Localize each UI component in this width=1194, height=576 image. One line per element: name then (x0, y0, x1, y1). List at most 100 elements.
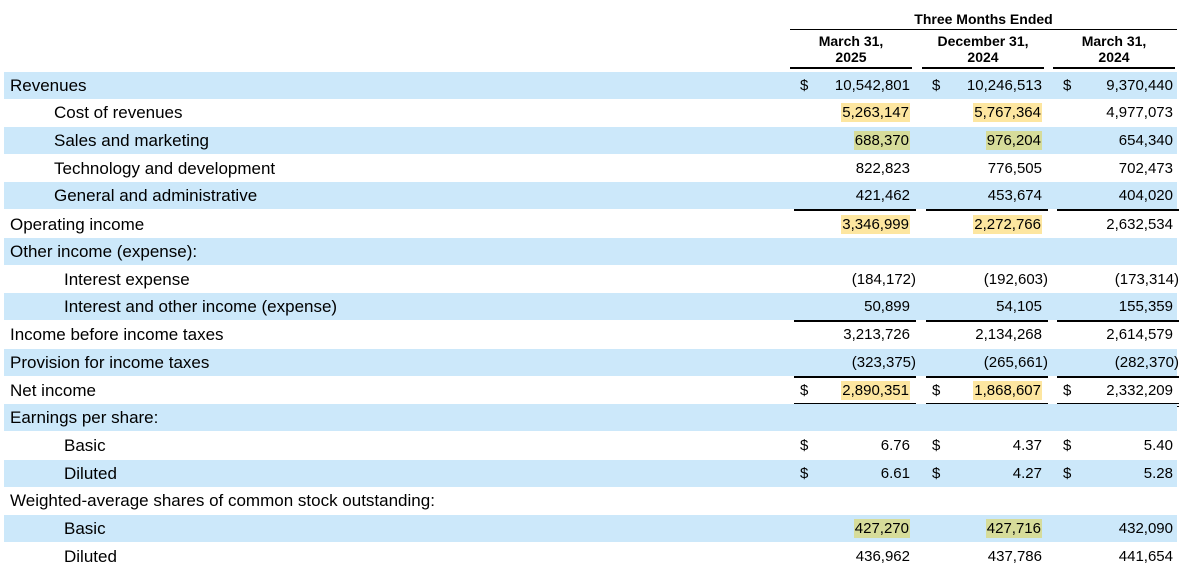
row-label: General and administrative (54, 186, 258, 205)
subtotal-rule (926, 209, 1048, 211)
value-mar-2024: 2,632,534 (1106, 216, 1173, 233)
row-label: Income before income taxes (10, 325, 224, 344)
subtotal-rule (1057, 376, 1179, 378)
currency-symbol: $ (800, 382, 809, 399)
value-dec-2024: 5,767,364 (973, 103, 1042, 122)
row-interest-expense: Interest expense (184,172) (192,603) (17… (4, 266, 1179, 293)
currency-symbol: $ (800, 465, 809, 482)
value-dec-2024: 1,868,607 (973, 381, 1042, 400)
column-header-line2: 2024 (1098, 49, 1130, 65)
row-label: Basic (64, 519, 106, 538)
column-header-line1: March 31, (818, 33, 884, 49)
row-cost-of-revenues: Cost of revenues 5,263,147 5,767,364 4,9… (4, 99, 1177, 126)
value-dec-2024: (192,603) (983, 271, 1048, 288)
value-dec-2024: 453,674 (987, 187, 1042, 204)
value-dec-2024: 776,505 (987, 160, 1042, 177)
value-mar-2024: 702,473 (1118, 160, 1173, 177)
currency-symbol: $ (932, 437, 941, 454)
column-header-line2: 2025 (835, 49, 867, 65)
value-dec-2024: 427,716 (985, 519, 1042, 538)
currency-symbol: $ (1063, 382, 1072, 399)
value-mar-2025: 6.76 (880, 437, 910, 454)
value-mar-2025: 5,263,147 (841, 103, 910, 122)
column-header-mar-2025: March 31, 2025 (790, 33, 912, 69)
row-technology-and-development: Technology and development 822,823 776,5… (4, 155, 1177, 182)
value-mar-2024: 4,977,073 (1106, 104, 1173, 121)
row-interest-and-other-income: Interest and other income (expense) 50,8… (4, 293, 1177, 320)
value-mar-2024: 441,654 (1118, 548, 1173, 565)
subtotal-rule (926, 320, 1048, 322)
value-mar-2025: 50,899 (864, 298, 910, 315)
value-mar-2025: 6.61 (880, 465, 910, 482)
column-header-dec-2024: December 31, 2024 (922, 33, 1044, 69)
value-dec-2024: 10,246,513 (966, 77, 1042, 94)
currency-symbol: $ (932, 382, 941, 399)
value-mar-2025: 3,213,726 (843, 326, 910, 343)
row-eps-diluted: Diluted $6.61 $4.27 $5.28 (4, 460, 1177, 487)
value-mar-2025: 421,462 (855, 187, 910, 204)
value-mar-2025: 688,370 (853, 131, 910, 150)
row-label: Diluted (64, 464, 117, 483)
value-mar-2025: 822,823 (855, 160, 910, 177)
value-mar-2025: 10,542,801 (834, 77, 910, 94)
row-label: Interest expense (64, 270, 190, 289)
currency-symbol: $ (800, 77, 809, 94)
value-dec-2024: 976,204 (985, 131, 1042, 150)
value-mar-2024: 9,370,440 (1106, 77, 1173, 94)
subtotal-rule (1057, 320, 1179, 322)
subtotal-rule (794, 209, 916, 211)
value-dec-2024: 2,272,766 (973, 215, 1042, 234)
row-label: Interest and other income (expense) (64, 297, 338, 316)
value-mar-2025: (323,375) (851, 354, 916, 371)
row-income-before-taxes: Income before income taxes 3,213,726 2,1… (4, 321, 1177, 348)
value-mar-2024: 155,359 (1118, 298, 1173, 315)
row-other-income-header: Other income (expense): (4, 238, 1177, 265)
value-mar-2025: (184,172) (851, 271, 916, 288)
value-mar-2024: (173,314) (1114, 271, 1179, 288)
currency-symbol: $ (1063, 437, 1072, 454)
column-header-mar-2024: March 31, 2024 (1053, 33, 1175, 69)
row-label: Earnings per share: (10, 408, 159, 427)
value-mar-2025: 436,962 (855, 548, 910, 565)
row-general-and-administrative: General and administrative 421,462 453,6… (4, 182, 1177, 209)
row-label: Other income (expense): (10, 242, 198, 261)
currency-symbol: $ (932, 465, 941, 482)
value-mar-2025: 2,890,351 (841, 381, 910, 400)
value-mar-2024: 432,090 (1118, 520, 1173, 537)
value-mar-2024: 2,614,579 (1106, 326, 1173, 343)
row-weighted-shares-header: Weighted-average shares of common stock … (4, 487, 1177, 514)
value-mar-2025: 3,346,999 (841, 215, 910, 234)
row-operating-income: Operating income 3,346,999 2,272,766 2,6… (4, 211, 1177, 238)
value-mar-2024: 654,340 (1118, 132, 1173, 149)
row-label: Revenues (10, 76, 87, 95)
row-shares-basic: Basic 427,270 427,716 432,090 (4, 515, 1177, 542)
value-dec-2024: 4.27 (1012, 465, 1042, 482)
row-net-income: Net income $2,890,351 $1,868,607 $2,332,… (4, 377, 1177, 404)
row-label: Operating income (10, 215, 145, 234)
subtotal-rule (1057, 209, 1179, 211)
row-sales-and-marketing: Sales and marketing 688,370 976,204 654,… (4, 127, 1177, 154)
currency-symbol: $ (1063, 465, 1072, 482)
value-dec-2024: 4.37 (1012, 437, 1042, 454)
row-label: Provision for income taxes (10, 353, 210, 372)
currency-symbol: $ (1063, 77, 1072, 94)
column-header-line2: 2024 (967, 49, 999, 65)
row-eps-header: Earnings per share: (4, 404, 1177, 431)
value-mar-2024: (282,370) (1114, 354, 1179, 371)
row-label: Technology and development (54, 159, 276, 178)
row-label: Sales and marketing (54, 131, 209, 150)
value-dec-2024: 437,786 (987, 548, 1042, 565)
subtotal-rule (926, 376, 1048, 378)
value-mar-2025: 427,270 (853, 519, 910, 538)
row-shares-diluted: Diluted 436,962 437,786 441,654 (4, 543, 1177, 570)
value-mar-2024: 5.28 (1143, 465, 1173, 482)
row-revenues: Revenues $10,542,801 $10,246,513 $9,370,… (4, 72, 1177, 99)
column-header-line1: March 31, (1081, 33, 1147, 49)
currency-symbol: $ (932, 77, 941, 94)
value-mar-2024: 404,020 (1118, 187, 1173, 204)
value-mar-2024: 5.40 (1143, 437, 1173, 454)
value-dec-2024: (265,661) (983, 354, 1048, 371)
row-label: Basic (64, 436, 106, 455)
value-dec-2024: 54,105 (996, 298, 1042, 315)
row-label: Net income (10, 381, 96, 400)
